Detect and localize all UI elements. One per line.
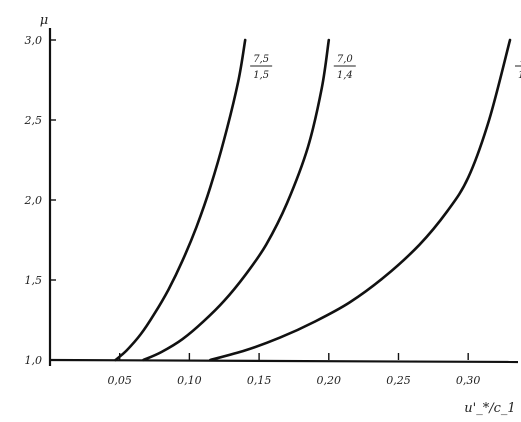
series (114, 38, 512, 362)
x-tick-label: 0,10 (177, 374, 202, 387)
y-axis-title: μ (40, 13, 48, 28)
series-label-den-1: 1,5 (253, 70, 269, 81)
x-tick-label: 0,30 (456, 374, 481, 387)
series-line-2 (142, 38, 331, 362)
series-line-3 (209, 38, 512, 362)
y-tick-label: 1,0 (25, 354, 43, 367)
y-tick-label: 2,0 (24, 194, 43, 207)
series-label-num-3: 10 (520, 54, 521, 65)
x-axis-line (49, 358, 519, 364)
axes (48, 28, 519, 366)
x-tick-label: 0,05 (107, 374, 132, 387)
x-tick-label: 0,15 (247, 374, 272, 387)
series-label-num-2: 7,0 (337, 54, 354, 65)
series-label-den-2: 1,4 (337, 70, 353, 81)
x-tick-label: 0,25 (386, 374, 411, 387)
series-line-1 (114, 38, 247, 362)
ticks: 0,05 0,10 0,15 0,20 0,25 0,30 1,0 1,5 2,0 2,5 3,0 (24, 34, 481, 387)
x-tick-label: 0,20 (317, 374, 342, 387)
y-tick-label: 2,5 (24, 114, 43, 127)
series-label-num-1: 7,5 (253, 54, 269, 65)
y-tick-label: 1,5 (25, 274, 43, 287)
y-tick-label: 3,0 (25, 34, 43, 47)
series-label-den-3: 1,3 (518, 70, 521, 81)
labels: μ u'_*/c_1 7,5 1,5 7,0 1,4 10 1,3 (40, 13, 521, 416)
x-axis-title: u'_*/c_1 (464, 401, 515, 416)
